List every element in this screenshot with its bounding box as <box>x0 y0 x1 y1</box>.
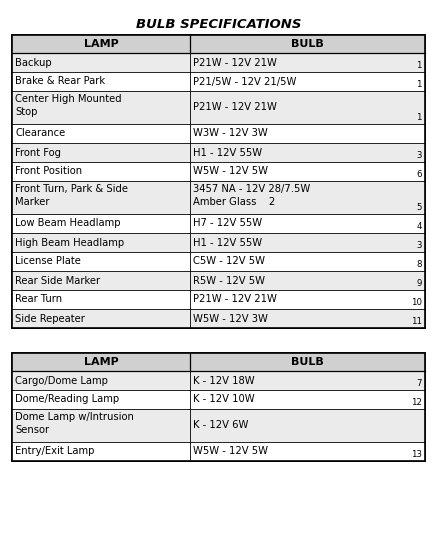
Bar <box>12 442 425 461</box>
Text: 3: 3 <box>416 241 422 250</box>
Bar <box>12 309 425 328</box>
Text: 13: 13 <box>411 450 422 459</box>
Text: Cargo/Dome Lamp: Cargo/Dome Lamp <box>15 376 108 385</box>
Bar <box>12 252 425 271</box>
Bar <box>12 353 425 371</box>
Text: License Plate: License Plate <box>15 256 81 266</box>
Text: 3457 NA - 12V 28/7.5W
Amber Glass    2: 3457 NA - 12V 28/7.5W Amber Glass 2 <box>193 184 310 207</box>
Text: Front Fog: Front Fog <box>15 148 61 157</box>
Bar <box>12 143 425 162</box>
Text: Low Beam Headlamp: Low Beam Headlamp <box>15 219 121 229</box>
Text: R5W - 12V 5W: R5W - 12V 5W <box>193 276 265 286</box>
Text: Rear Turn: Rear Turn <box>15 295 62 304</box>
Text: 5: 5 <box>416 203 422 212</box>
Bar <box>12 53 425 72</box>
Text: BULB: BULB <box>291 357 324 367</box>
Text: 6: 6 <box>416 170 422 179</box>
Text: BULB: BULB <box>291 39 324 49</box>
Bar <box>12 72 425 91</box>
Text: Side Repeater: Side Repeater <box>15 313 85 324</box>
Text: Clearance: Clearance <box>15 128 65 139</box>
Text: 1: 1 <box>416 113 422 122</box>
Bar <box>12 353 425 461</box>
Text: Dome Lamp w/Intrusion
Sensor: Dome Lamp w/Intrusion Sensor <box>15 412 134 435</box>
Text: 10: 10 <box>411 298 422 307</box>
Text: 3: 3 <box>416 151 422 160</box>
Text: K - 12V 6W: K - 12V 6W <box>193 421 248 431</box>
Bar <box>12 124 425 143</box>
Bar <box>12 162 425 181</box>
Bar <box>12 35 425 328</box>
Bar <box>12 91 425 124</box>
Text: P21W - 12V 21W: P21W - 12V 21W <box>193 295 277 304</box>
Text: 1: 1 <box>416 61 422 70</box>
Text: C5W - 12V 5W: C5W - 12V 5W <box>193 256 265 266</box>
Text: Front Turn, Park & Side
Marker: Front Turn, Park & Side Marker <box>15 184 128 207</box>
Text: Backup: Backup <box>15 58 52 68</box>
Text: 7: 7 <box>416 379 422 388</box>
Text: P21W - 12V 21W: P21W - 12V 21W <box>193 102 277 112</box>
Bar <box>12 290 425 309</box>
Bar <box>12 390 425 409</box>
Text: W5W - 12V 5W: W5W - 12V 5W <box>193 447 268 456</box>
Bar <box>12 371 425 390</box>
Text: Center High Mounted
Stop: Center High Mounted Stop <box>15 94 121 117</box>
Text: BULB SPECIFICATIONS: BULB SPECIFICATIONS <box>136 18 301 31</box>
Text: LAMP: LAMP <box>83 357 118 367</box>
Bar <box>12 271 425 290</box>
Text: Front Position: Front Position <box>15 166 82 176</box>
Text: K - 12V 10W: K - 12V 10W <box>193 394 255 405</box>
Text: 9: 9 <box>416 279 422 288</box>
Text: W5W - 12V 5W: W5W - 12V 5W <box>193 166 268 176</box>
Text: LAMP: LAMP <box>83 39 118 49</box>
Text: P21W - 12V 21W: P21W - 12V 21W <box>193 58 277 68</box>
Bar <box>12 181 425 214</box>
Text: H1 - 12V 55W: H1 - 12V 55W <box>193 148 262 157</box>
Text: Entry/Exit Lamp: Entry/Exit Lamp <box>15 447 94 456</box>
Text: 8: 8 <box>416 260 422 269</box>
Bar <box>12 214 425 233</box>
Text: K - 12V 18W: K - 12V 18W <box>193 376 255 385</box>
Text: High Beam Headlamp: High Beam Headlamp <box>15 238 124 247</box>
Bar <box>12 409 425 442</box>
Text: P21/5W - 12V 21/5W: P21/5W - 12V 21/5W <box>193 77 296 86</box>
Text: W3W - 12V 3W: W3W - 12V 3W <box>193 128 268 139</box>
Bar <box>12 233 425 252</box>
Text: 11: 11 <box>411 317 422 326</box>
Text: W5W - 12V 3W: W5W - 12V 3W <box>193 313 268 324</box>
Bar <box>12 35 425 328</box>
Text: H7 - 12V 55W: H7 - 12V 55W <box>193 219 262 229</box>
Bar <box>12 35 425 53</box>
Text: 1: 1 <box>416 80 422 89</box>
Text: Brake & Rear Park: Brake & Rear Park <box>15 77 105 86</box>
Text: 12: 12 <box>411 398 422 407</box>
Text: Dome/Reading Lamp: Dome/Reading Lamp <box>15 394 119 405</box>
Bar <box>12 353 425 461</box>
Text: H1 - 12V 55W: H1 - 12V 55W <box>193 238 262 247</box>
Text: Rear Side Marker: Rear Side Marker <box>15 276 100 286</box>
Text: 4: 4 <box>416 222 422 231</box>
